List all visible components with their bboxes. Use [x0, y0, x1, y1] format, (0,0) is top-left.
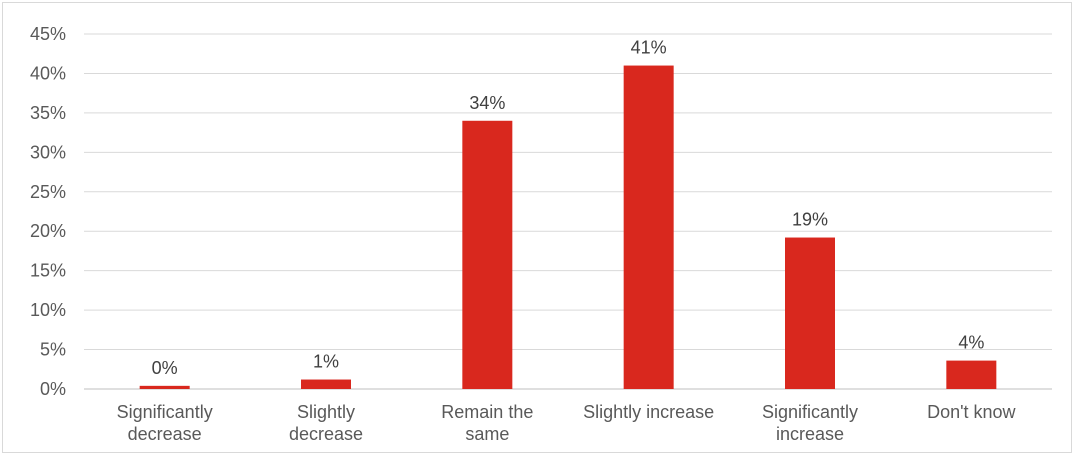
- y-tick-label: 15%: [30, 261, 66, 281]
- data-label: 1%: [313, 352, 339, 372]
- y-tick-label: 20%: [30, 221, 66, 241]
- x-category-label: Don't know: [927, 402, 1016, 422]
- x-category-label: Significantly decrease: [117, 402, 213, 444]
- data-label: 41%: [631, 38, 667, 58]
- y-tick-label: 35%: [30, 103, 66, 123]
- bar: [785, 237, 835, 389]
- data-label: 34%: [469, 93, 505, 113]
- y-tick-label: 40%: [30, 63, 66, 83]
- bar: [946, 360, 997, 389]
- x-category-label: Slightly decrease: [289, 402, 363, 444]
- data-label: 19%: [792, 210, 828, 230]
- bar: [301, 379, 351, 389]
- bar: [462, 120, 513, 390]
- gridlines: [84, 33, 1052, 390]
- y-tick-label: 10%: [30, 300, 66, 320]
- y-tick-label: 0%: [40, 379, 66, 399]
- x-axis-category-labels: Significantly decrease Slightly decrease Rem…: [117, 402, 1017, 444]
- bars: [139, 65, 997, 390]
- y-tick-label: 30%: [30, 142, 66, 162]
- y-axis-tick-labels: 0% 5% 10% 15% 20% 25% 30% 35% 40% 45%: [30, 24, 66, 399]
- data-label: 0%: [152, 358, 178, 378]
- y-tick-label: 25%: [30, 182, 66, 202]
- y-tick-label: 5%: [40, 340, 66, 360]
- bar: [623, 65, 674, 390]
- data-label: 4%: [958, 333, 984, 353]
- x-category-label: Slightly increase: [583, 402, 714, 422]
- data-labels: 0% 1% 34% 41% 19% 4%: [152, 38, 985, 378]
- x-category-label: Remain the same: [441, 402, 533, 444]
- y-tick-label: 45%: [30, 24, 66, 44]
- x-category-label: Significantly increase: [762, 402, 858, 444]
- bar: [139, 385, 190, 389]
